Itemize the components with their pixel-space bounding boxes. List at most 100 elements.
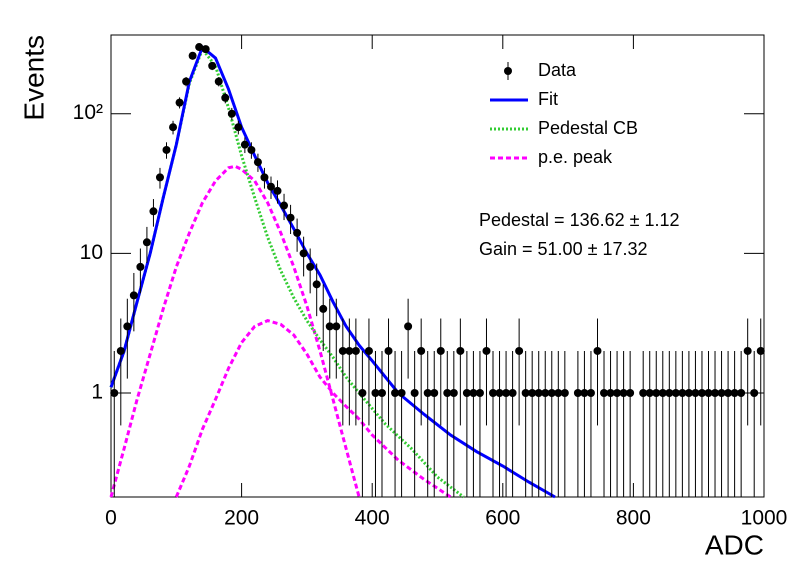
data-point <box>658 388 667 397</box>
data-point <box>684 388 693 397</box>
data-point <box>436 346 445 355</box>
data-point <box>743 346 752 355</box>
data-point <box>645 388 654 397</box>
x-tick-label: 1000 <box>741 507 788 530</box>
x-tick-label: 0 <box>105 507 117 530</box>
data-point <box>116 346 125 355</box>
data-point <box>221 93 230 102</box>
data-point <box>338 346 347 355</box>
data-point <box>430 388 439 397</box>
data-point <box>299 249 308 258</box>
data-point <box>404 322 413 331</box>
data-point <box>325 322 334 331</box>
data-point <box>626 388 635 397</box>
data-point <box>665 388 674 397</box>
data-point <box>377 388 386 397</box>
data-point <box>639 388 648 397</box>
data-point <box>364 346 373 355</box>
data-point <box>136 262 145 271</box>
legend-label: Pedestal CB <box>538 118 638 138</box>
data-point <box>149 207 158 216</box>
data-point <box>155 173 164 182</box>
y-tick-label: 1 <box>91 381 103 404</box>
x-tick-label: 600 <box>485 507 520 530</box>
data-point <box>502 388 511 397</box>
data-point <box>489 388 498 397</box>
data-point <box>410 388 419 397</box>
data-point <box>678 388 687 397</box>
data-point <box>371 388 380 397</box>
data-point <box>560 388 569 397</box>
data-point <box>456 346 465 355</box>
data-point <box>462 388 471 397</box>
data-point <box>443 388 452 397</box>
data-point <box>123 322 132 331</box>
data-point <box>449 388 458 397</box>
data-point <box>110 388 119 397</box>
data-point <box>247 145 256 154</box>
data-point <box>391 388 400 397</box>
data-point <box>240 140 249 149</box>
legend-marker <box>504 67 512 75</box>
x-axis-title: ADC <box>705 529 764 560</box>
data-point <box>730 388 739 397</box>
data-point <box>417 346 426 355</box>
data-point <box>586 388 595 397</box>
y-axis-title: Events <box>18 35 49 121</box>
data-point <box>573 388 582 397</box>
data-point <box>214 77 223 86</box>
data-point <box>397 388 406 397</box>
legend-label: p.e. peak <box>538 147 613 167</box>
data-point <box>319 304 328 313</box>
data-point <box>175 98 184 107</box>
data-point <box>671 388 680 397</box>
data-point <box>169 123 178 132</box>
data-point <box>345 346 354 355</box>
data-point <box>358 388 367 397</box>
data-point <box>208 61 217 70</box>
data-point <box>521 388 530 397</box>
x-tick-label: 200 <box>224 507 259 530</box>
data-point <box>711 388 720 397</box>
data-point <box>188 51 197 60</box>
annotation: Pedestal = 136.62 ± 1.12 <box>479 210 680 230</box>
data-point <box>286 213 295 222</box>
data-point <box>717 388 726 397</box>
data-point <box>756 346 765 355</box>
y-tick-label: 10² <box>73 101 103 124</box>
data-point <box>613 388 622 397</box>
data-point <box>697 388 706 397</box>
data-point <box>580 388 589 397</box>
data-point <box>547 388 556 397</box>
data-point <box>554 388 563 397</box>
data-point <box>234 123 243 132</box>
data-point <box>469 388 478 397</box>
data-point <box>129 291 138 300</box>
data-point <box>312 280 321 289</box>
data-point <box>384 346 393 355</box>
fit-curve <box>109 164 452 499</box>
data-point <box>652 388 661 397</box>
legend-label: Fit <box>538 89 558 109</box>
data-point <box>162 145 171 154</box>
data-point <box>293 228 302 237</box>
data-point <box>332 322 341 331</box>
data-point <box>619 388 628 397</box>
data-point <box>515 346 524 355</box>
legend-label: Data <box>538 60 577 80</box>
data-point <box>142 238 151 247</box>
data-point <box>600 388 609 397</box>
data-point <box>351 346 360 355</box>
x-tick-label: 400 <box>355 507 390 530</box>
data-point <box>482 346 491 355</box>
data-point <box>606 388 615 397</box>
data-point <box>534 388 543 397</box>
data-point <box>495 388 504 397</box>
data-point <box>704 388 713 397</box>
data-point <box>273 186 282 195</box>
data-point <box>528 388 537 397</box>
data-point <box>182 77 191 86</box>
